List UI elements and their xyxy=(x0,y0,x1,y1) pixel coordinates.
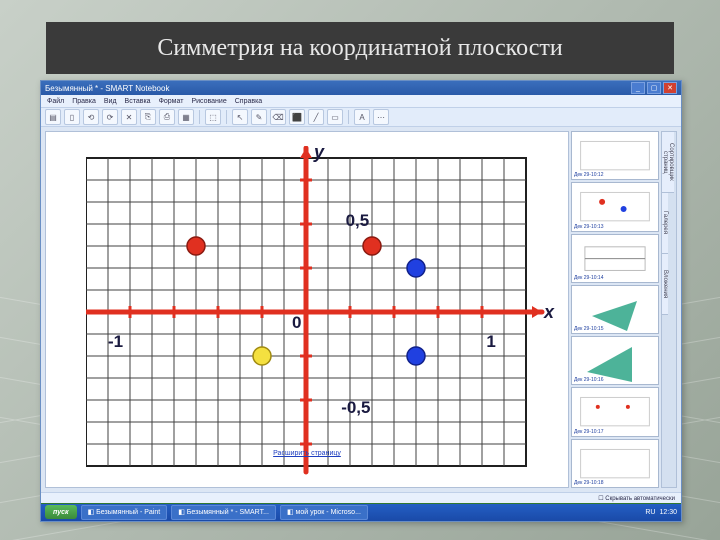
tool-text[interactable]: A xyxy=(354,109,370,125)
start-button[interactable]: пуск xyxy=(45,505,77,519)
thumb-7[interactable]: Дек 29-10:18 xyxy=(571,439,659,488)
tool-copy[interactable]: ⎘ xyxy=(140,109,156,125)
svg-text:1: 1 xyxy=(486,332,495,351)
tool-screen[interactable]: ⬚ xyxy=(205,109,221,125)
thumb-3[interactable]: Дек 29-10:14 xyxy=(571,234,659,283)
svg-text:-1: -1 xyxy=(108,332,123,351)
task-notebook[interactable]: ◧ Безымянный * - SMART... xyxy=(171,505,276,520)
tool-select[interactable]: ↖ xyxy=(232,109,248,125)
tool-page[interactable]: ▤ xyxy=(45,109,61,125)
tool-sep1 xyxy=(199,110,200,124)
menu-file[interactable]: Файл xyxy=(47,98,64,105)
coordinate-plane: 0yx0,5-0,51-1 xyxy=(86,146,526,476)
task-word[interactable]: ◧ мой урок - Microso... xyxy=(280,505,368,520)
tool-redo[interactable]: ⟳ xyxy=(102,109,118,125)
toolbar: ▤ ▯ ⟲ ⟳ ✕ ⎘ ⎙ ▦ ⬚ ↖ ✎ ⌫ ⬛ ╱ ▭ A ⋯ xyxy=(41,107,681,127)
tool-grid[interactable]: ▦ xyxy=(178,109,194,125)
system-tray[interactable]: RU 12:30 xyxy=(645,509,677,516)
tool-delete[interactable]: ✕ xyxy=(121,109,137,125)
embedded-screenshot: Безымянный * - SMART Notebook _ ▢ ✕ Файл… xyxy=(40,80,682,522)
menu-edit[interactable]: Правка xyxy=(72,98,96,105)
tool-sep2 xyxy=(226,110,227,124)
tab-sorter[interactable]: Сортировщик страниц xyxy=(662,132,674,193)
window-close-button[interactable]: ✕ xyxy=(663,82,677,94)
menu-format[interactable]: Формат xyxy=(159,98,184,105)
tray-lang[interactable]: RU xyxy=(645,509,655,516)
menu-insert[interactable]: Вставка xyxy=(125,98,151,105)
menu-help[interactable]: Справка xyxy=(235,98,262,105)
tab-gallery[interactable]: Галерея xyxy=(662,193,668,254)
svg-text:-0,5: -0,5 xyxy=(341,398,370,417)
tool-line[interactable]: ╱ xyxy=(308,109,324,125)
thumb-6[interactable]: Дек 29-10:17 xyxy=(571,387,659,436)
canvas[interactable]: 0 y x 0,5 -0,5 1 -1 Расширить страницу xyxy=(45,131,569,488)
tool-open[interactable]: ▯ xyxy=(64,109,80,125)
tool-more[interactable]: ⋯ xyxy=(373,109,389,125)
tool-fill[interactable]: ⬛ xyxy=(289,109,305,125)
svg-text:0,5: 0,5 xyxy=(346,211,370,230)
thumb-2[interactable]: Дек 29-10:13 xyxy=(571,182,659,231)
side-tabs: Сортировщик страниц Галерея Вложения xyxy=(661,131,677,488)
document-body: 0 y x 0,5 -0,5 1 -1 Расширить страницу Дек 29-… xyxy=(41,127,681,492)
thumb-1[interactable]: Дек 29-10:12 xyxy=(571,131,659,180)
tab-attach[interactable]: Вложения xyxy=(662,254,668,315)
svg-text:x: x xyxy=(543,302,555,322)
status-autohide[interactable]: ☐ Скрывать автоматически xyxy=(598,495,675,502)
window-titlebar[interactable]: Безымянный * - SMART Notebook _ ▢ ✕ xyxy=(41,81,681,95)
slide-title-bar: Симметрия на координатной плоскости xyxy=(46,22,674,74)
tool-eraser[interactable]: ⌫ xyxy=(270,109,286,125)
slide-title: Симметрия на координатной плоскости xyxy=(157,35,562,62)
menu-draw[interactable]: Рисование xyxy=(191,98,226,105)
svg-text:0: 0 xyxy=(292,313,301,332)
tool-paste[interactable]: ⎙ xyxy=(159,109,175,125)
menubar: Файл Правка Вид Вставка Формат Рисование… xyxy=(41,95,681,107)
tool-shape[interactable]: ▭ xyxy=(327,109,343,125)
thumb-4[interactable]: Дек 29-10:15 xyxy=(571,285,659,334)
thumb-5[interactable]: Дек 29-10:16 xyxy=(571,336,659,385)
tool-pen[interactable]: ✎ xyxy=(251,109,267,125)
taskbar: пуск ◧ Безымянный - Paint ◧ Безымянный *… xyxy=(41,503,681,521)
status-bar: ☐ Скрывать автоматически xyxy=(41,492,681,503)
tray-clock: 12:30 xyxy=(659,509,677,516)
task-paint[interactable]: ◧ Безымянный - Paint xyxy=(81,505,168,520)
thumbnail-sidebar: Дек 29-10:12 Дек 29-10:13 Дек 29-10:14 Д… xyxy=(571,131,659,488)
window-max-button[interactable]: ▢ xyxy=(647,82,661,94)
extend-page-link[interactable]: Расширить страницу xyxy=(46,450,568,457)
window-min-button[interactable]: _ xyxy=(631,82,645,94)
window-title: Безымянный * - SMART Notebook xyxy=(45,84,169,93)
tool-undo[interactable]: ⟲ xyxy=(83,109,99,125)
menu-view[interactable]: Вид xyxy=(104,98,117,105)
svg-text:y: y xyxy=(313,146,325,162)
tool-sep3 xyxy=(348,110,349,124)
slide-background: Симметрия на координатной плоскости Безы… xyxy=(0,0,720,540)
